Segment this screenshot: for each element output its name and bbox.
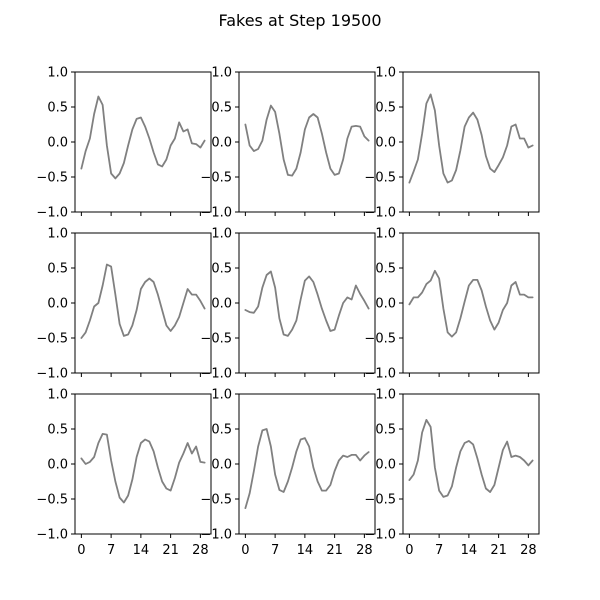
x-tick-label: 7 [271, 543, 279, 558]
x-tick-label: 0 [77, 543, 85, 558]
x-tick-label: 7 [107, 543, 115, 558]
y-tick-label: −1.0 [36, 206, 68, 221]
y-tick-label: −1.0 [200, 528, 232, 543]
axes-frame [402, 71, 540, 213]
y-tick-label: −1.0 [364, 367, 396, 382]
axes-frame [402, 232, 540, 374]
x-tick-label: 28 [192, 543, 209, 558]
y-tick-label: 1.0 [375, 227, 396, 242]
series-line [244, 428, 370, 509]
subplot-3-3: −1.0 −0.5 0.0 0.5 1.0 0 7 14 21 28 [364, 388, 540, 558]
y-tick-label: 1.0 [211, 66, 232, 81]
y-tick-label: 1.0 [47, 227, 68, 242]
series-line [244, 270, 370, 337]
series-line [80, 433, 206, 504]
subplot-2-2: −1.0 −0.5 0.0 0.5 1.0 [200, 227, 376, 382]
figure-title: Fakes at Step 19500 [218, 11, 381, 30]
y-tick-label: 0.0 [211, 297, 232, 312]
subplot-2-3: −1.0 −0.5 0.0 0.5 1.0 [364, 227, 540, 382]
y-tick-label: −0.5 [200, 171, 232, 186]
subplot-grid: −1.0 −0.5 0.0 0.5 1.0 −1.0 −0.5 0.0 0.5 1.0 −1.0 −0… [36, 66, 540, 558]
y-tick-label: −1.0 [36, 367, 68, 382]
y-tick-label: 0.5 [375, 262, 396, 277]
subplot-1-1: −1.0 −0.5 0.0 0.5 1.0 [36, 66, 212, 221]
y-tick-label: 0.5 [375, 423, 396, 438]
y-tick-label: 1.0 [375, 66, 396, 81]
series-line [408, 269, 534, 338]
y-tick-label: 1.0 [375, 388, 396, 403]
subplot-1-3: −1.0 −0.5 0.0 0.5 1.0 [364, 66, 540, 221]
y-tick-label: −0.5 [364, 493, 396, 508]
y-tick-label: 1.0 [47, 66, 68, 81]
y-tick-label: 0.0 [375, 297, 396, 312]
y-tick-label: 0.5 [47, 262, 68, 277]
x-tick-label: 28 [520, 543, 537, 558]
series-line [80, 263, 206, 339]
y-tick-label: 0.5 [211, 423, 232, 438]
y-tick-label: −0.5 [36, 493, 68, 508]
y-tick-label: −1.0 [200, 367, 232, 382]
y-tick-label: 0.0 [375, 458, 396, 473]
y-tick-label: −0.5 [200, 332, 232, 347]
subplot-3-1: −1.0 −0.5 0.0 0.5 1.0 0 7 14 21 28 [36, 388, 212, 558]
y-tick-label: −0.5 [364, 332, 396, 347]
y-tick-label: 0.0 [211, 458, 232, 473]
x-tick-label: 14 [461, 543, 478, 558]
y-tick-label: 0.0 [47, 297, 68, 312]
series-line [408, 93, 534, 184]
x-tick-label: 28 [356, 543, 373, 558]
y-tick-label: 0.5 [47, 101, 68, 116]
axes-frame [402, 393, 540, 535]
y-tick-label: −0.5 [364, 171, 396, 186]
y-tick-label: 1.0 [211, 388, 232, 403]
y-tick-label: −0.5 [36, 332, 68, 347]
y-tick-label: 0.0 [211, 136, 232, 151]
series-line [244, 104, 370, 177]
y-tick-label: 0.0 [47, 136, 68, 151]
y-tick-label: 0.0 [375, 136, 396, 151]
subplot-2-1: −1.0 −0.5 0.0 0.5 1.0 [36, 227, 212, 382]
x-tick-label: 14 [297, 543, 314, 558]
y-tick-label: −0.5 [36, 171, 68, 186]
y-tick-label: 0.0 [47, 458, 68, 473]
y-tick-label: −1.0 [36, 528, 68, 543]
y-tick-label: −1.0 [364, 206, 396, 221]
y-tick-label: 1.0 [47, 388, 68, 403]
x-tick-label: 0 [405, 543, 413, 558]
series-line [408, 419, 534, 498]
axes-frame [238, 71, 376, 213]
axes-frame [238, 393, 376, 535]
y-tick-label: 1.0 [211, 227, 232, 242]
y-tick-label: 0.5 [211, 262, 232, 277]
subplot-3-2: −1.0 −0.5 0.0 0.5 1.0 0 7 14 21 28 [200, 388, 376, 558]
x-tick-label: 7 [435, 543, 443, 558]
y-tick-label: 0.5 [375, 101, 396, 116]
x-tick-label: 21 [490, 543, 507, 558]
x-tick-label: 21 [326, 543, 343, 558]
x-tick-label: 14 [133, 543, 150, 558]
axes-frame [74, 393, 212, 535]
y-tick-label: −1.0 [200, 206, 232, 221]
series-line [80, 95, 206, 180]
subplot-1-2: −1.0 −0.5 0.0 0.5 1.0 [200, 66, 376, 221]
y-tick-label: −0.5 [200, 493, 232, 508]
y-tick-label: −1.0 [364, 528, 396, 543]
axes-frame [74, 232, 212, 374]
x-tick-label: 21 [162, 543, 179, 558]
x-tick-label: 0 [241, 543, 249, 558]
y-tick-label: 0.5 [211, 101, 232, 116]
y-tick-label: 0.5 [47, 423, 68, 438]
